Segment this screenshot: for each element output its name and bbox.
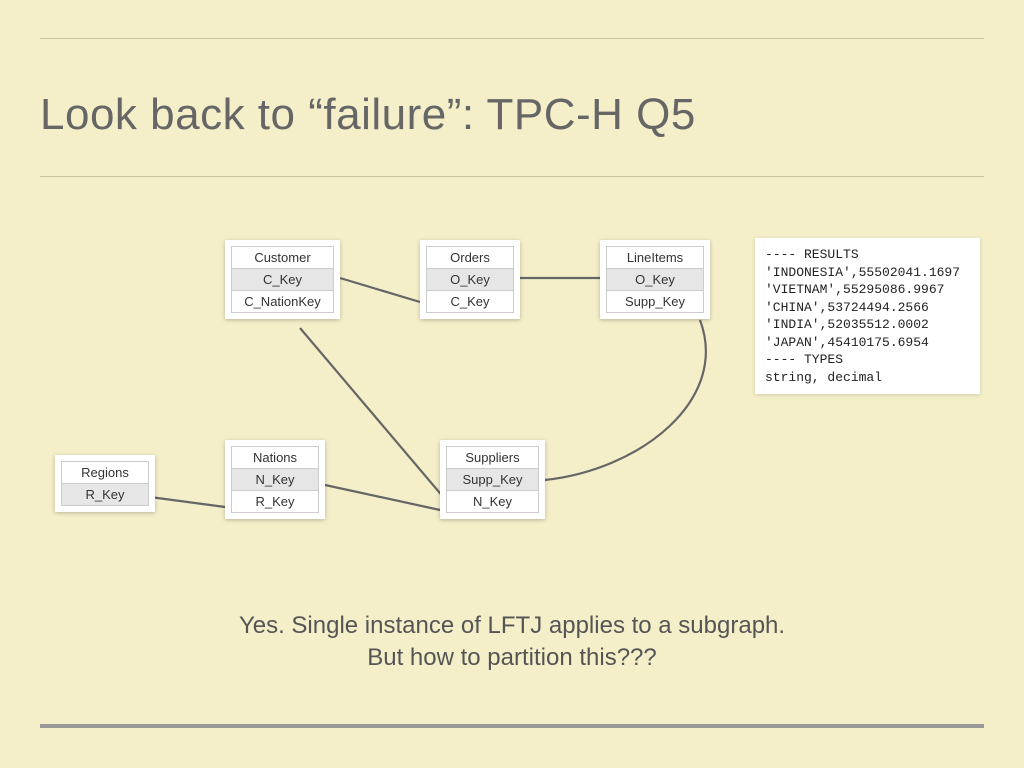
rule-bottom	[40, 724, 984, 728]
slide-caption: Yes. Single instance of LFTJ applies to …	[0, 610, 1024, 675]
edge-2	[300, 328, 450, 505]
node-suppliers-row-1: Supp_Key	[447, 469, 539, 491]
edge-5	[545, 320, 706, 480]
node-nations-row-2: R_Key	[232, 491, 319, 513]
node-customer: CustomerC_KeyC_NationKey	[225, 240, 340, 319]
node-customer-row-2: C_NationKey	[232, 291, 334, 313]
node-lineitems-row-0: LineItems	[607, 247, 704, 269]
node-orders-row-2: C_Key	[427, 291, 514, 313]
node-lineitems-row-2: Supp_Key	[607, 291, 704, 313]
caption-line-1: Yes. Single instance of LFTJ applies to …	[0, 610, 1024, 642]
node-orders: OrdersO_KeyC_Key	[420, 240, 520, 319]
rule-top-1	[40, 38, 984, 39]
slide-title: Look back to “failure”: TPC-H Q5	[40, 90, 696, 140]
node-suppliers-row-2: N_Key	[447, 491, 539, 513]
node-nations-row-1: N_Key	[232, 469, 319, 491]
node-customer-row-0: Customer	[232, 247, 334, 269]
edge-4	[325, 485, 440, 510]
edge-0	[340, 278, 420, 302]
node-suppliers-row-0: Suppliers	[447, 447, 539, 469]
node-orders-row-1: O_Key	[427, 269, 514, 291]
node-suppliers: SuppliersSupp_KeyN_Key	[440, 440, 545, 519]
node-nations: NationsN_KeyR_Key	[225, 440, 325, 519]
node-orders-row-0: Orders	[427, 247, 514, 269]
results-panel: ---- RESULTS 'INDONESIA',55502041.1697 '…	[755, 238, 980, 394]
node-nations-row-0: Nations	[232, 447, 319, 469]
node-regions-row-0: Regions	[62, 462, 149, 484]
rule-top-2	[40, 176, 984, 177]
node-customer-row-1: C_Key	[232, 269, 334, 291]
node-lineitems: LineItemsO_KeySupp_Key	[600, 240, 710, 319]
node-regions: RegionsR_Key	[55, 455, 155, 512]
caption-line-2: But how to partition this???	[0, 642, 1024, 674]
node-lineitems-row-1: O_Key	[607, 269, 704, 291]
node-regions-row-1: R_Key	[62, 484, 149, 506]
edge-3	[150, 497, 225, 507]
